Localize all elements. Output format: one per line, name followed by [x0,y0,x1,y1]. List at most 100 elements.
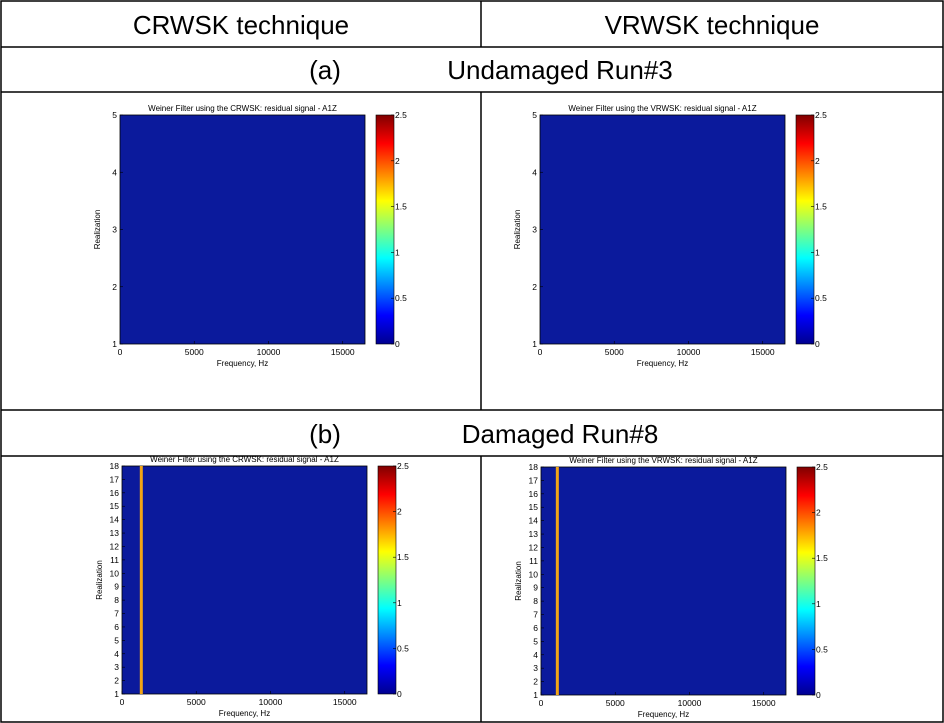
y-tick-label: 5 [112,110,117,120]
chart-title: Weiner Filter using the VRWSK: residual … [569,456,757,465]
colorbar-tick-label: 2.5 [815,110,827,120]
colorbar-tick-label: 1.5 [815,202,827,212]
colorbar [377,465,397,695]
section-a-tag: (a) [309,55,341,85]
y-tick-label: 9 [114,582,119,592]
y-tick-label: 4 [533,650,538,660]
x-tick-label: 15000 [751,347,775,357]
y-tick-label: 2 [114,676,119,686]
x-axis-label: Frequency, Hz [219,709,270,718]
x-tick-label: 5000 [605,347,624,357]
chart-title: Weiner Filter using the VRWSK: residual … [568,104,756,113]
y-tick-label: 4 [114,649,119,659]
chart-title: Weiner Filter using the CRWSK: residual … [148,104,337,113]
section-b-tag: (b) [309,419,341,449]
col-header-crwsk: CRWSK technique [133,10,349,40]
y-tick-label: 3 [533,663,538,673]
y-tick-label: 15 [529,502,539,512]
colorbar-tick-label: 0.5 [816,644,828,654]
y-tick-label: 4 [532,167,537,177]
x-axis-label: Frequency, Hz [637,359,688,368]
y-tick-label: 10 [110,568,120,578]
heatmap-area [119,114,366,345]
y-tick-label: 3 [532,225,537,235]
chart-a-crwsk: Weiner Filter using the CRWSK: residual … [93,104,407,368]
colorbar-tick-label: 2.5 [395,110,407,120]
colorbar-tick-label: 2 [815,156,820,166]
y-tick-label: 7 [114,609,119,619]
y-tick-label: 2 [532,282,537,292]
colorbar-tick-label: 2.5 [816,462,828,472]
y-tick-label: 17 [529,475,539,485]
x-tick-label: 10000 [257,347,281,357]
x-tick-label: 0 [538,347,543,357]
y-axis-label: Realization [514,561,523,601]
x-tick-label: 5000 [606,698,625,708]
x-tick-label: 15000 [331,347,355,357]
x-tick-label: 10000 [678,698,702,708]
y-tick-label: 1 [533,690,538,700]
x-tick-label: 15000 [752,698,776,708]
colorbar-tick-label: 1 [815,247,820,257]
colorbar-tick-label: 0.5 [815,293,827,303]
y-tick-label: 6 [114,622,119,632]
y-tick-label: 5 [114,635,119,645]
x-tick-label: 5000 [187,697,206,707]
y-tick-label: 18 [110,461,120,471]
colorbar-tick-label: 1.5 [816,553,828,563]
heatmap-area [540,466,787,696]
y-tick-label: 16 [529,489,539,499]
colorbar-tick-label: 1.5 [395,202,407,212]
y-tick-label: 8 [114,595,119,605]
colorbar-tick-label: 0.5 [397,643,409,653]
y-tick-label: 11 [529,556,538,566]
colorbar [796,466,816,696]
y-tick-label: 15 [110,501,120,511]
y-tick-label: 4 [112,167,117,177]
y-tick-label: 14 [529,516,539,526]
colorbar-tick-label: 0.5 [395,293,407,303]
y-tick-label: 2 [533,677,538,687]
colorbar-tick-label: 0 [395,339,400,349]
colorbar-tick-label: 2 [816,508,821,518]
x-tick-label: 0 [118,347,123,357]
y-tick-label: 5 [533,636,538,646]
x-tick-label: 10000 [677,347,701,357]
y-axis-label: Realization [513,210,522,250]
colorbar [795,114,815,345]
y-tick-label: 18 [529,462,539,472]
chart-a-vrwsk: Weiner Filter using the VRWSK: residual … [513,104,827,368]
y-tick-label: 2 [112,282,117,292]
residual-line [139,466,143,694]
y-tick-label: 6 [533,623,538,633]
y-tick-label: 13 [529,529,539,539]
y-tick-label: 9 [533,583,538,593]
x-tick-label: 0 [539,698,544,708]
x-tick-label: 0 [120,697,125,707]
colorbar-tick-label: 1 [397,598,402,608]
y-axis-label: Realization [93,210,102,250]
y-tick-label: 1 [114,689,119,699]
x-axis-label: Frequency, Hz [638,710,689,719]
y-tick-label: 11 [110,555,119,565]
y-tick-label: 16 [110,488,120,498]
colorbar [375,114,395,345]
x-tick-label: 10000 [259,697,283,707]
y-tick-label: 8 [533,596,538,606]
y-tick-label: 12 [110,541,120,551]
y-tick-label: 12 [529,542,539,552]
residual-line [555,467,559,695]
x-tick-label: 15000 [333,697,357,707]
y-tick-label: 17 [110,474,120,484]
y-tick-label: 14 [110,515,120,525]
chart-title: Weiner Filter using the CRWSK: residual … [150,455,339,464]
x-axis-label: Frequency, Hz [217,359,268,368]
colorbar-tick-label: 0 [816,690,821,700]
section-b-label: Damaged Run#8 [462,419,659,449]
chart-b-crwsk: Weiner Filter using the CRWSK: residual … [95,455,409,718]
y-tick-label: 3 [114,662,119,672]
y-tick-label: 3 [112,225,117,235]
y-tick-label: 1 [532,339,537,349]
